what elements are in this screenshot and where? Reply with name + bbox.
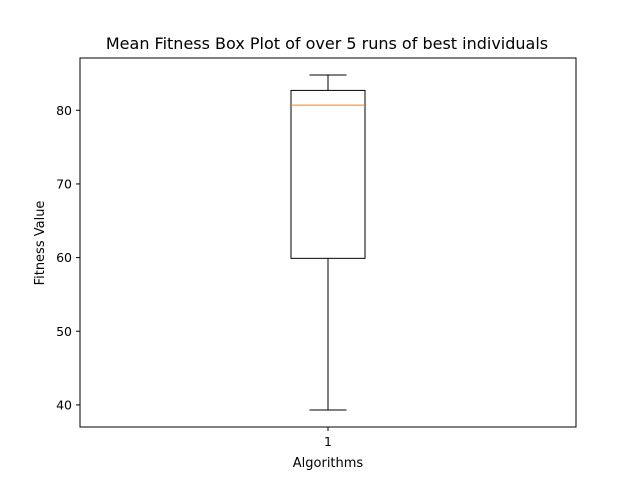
- x-axis-label: Algorithms: [293, 456, 364, 471]
- x-tick-label: 1: [324, 434, 332, 449]
- y-tick-label: 80: [56, 103, 72, 118]
- y-tick-label: 60: [56, 250, 72, 265]
- y-tick-label: 70: [56, 176, 72, 191]
- chart-title: Mean Fitness Box Plot of over 5 runs of …: [106, 34, 548, 53]
- y-tick-label: 40: [56, 397, 72, 412]
- plot-area: 40 50 60 70 80 1: [56, 57, 577, 449]
- y-axis-label: Fitness Value: [33, 201, 48, 286]
- box-iqr: [290, 89, 366, 259]
- y-tick-label: 50: [56, 324, 72, 339]
